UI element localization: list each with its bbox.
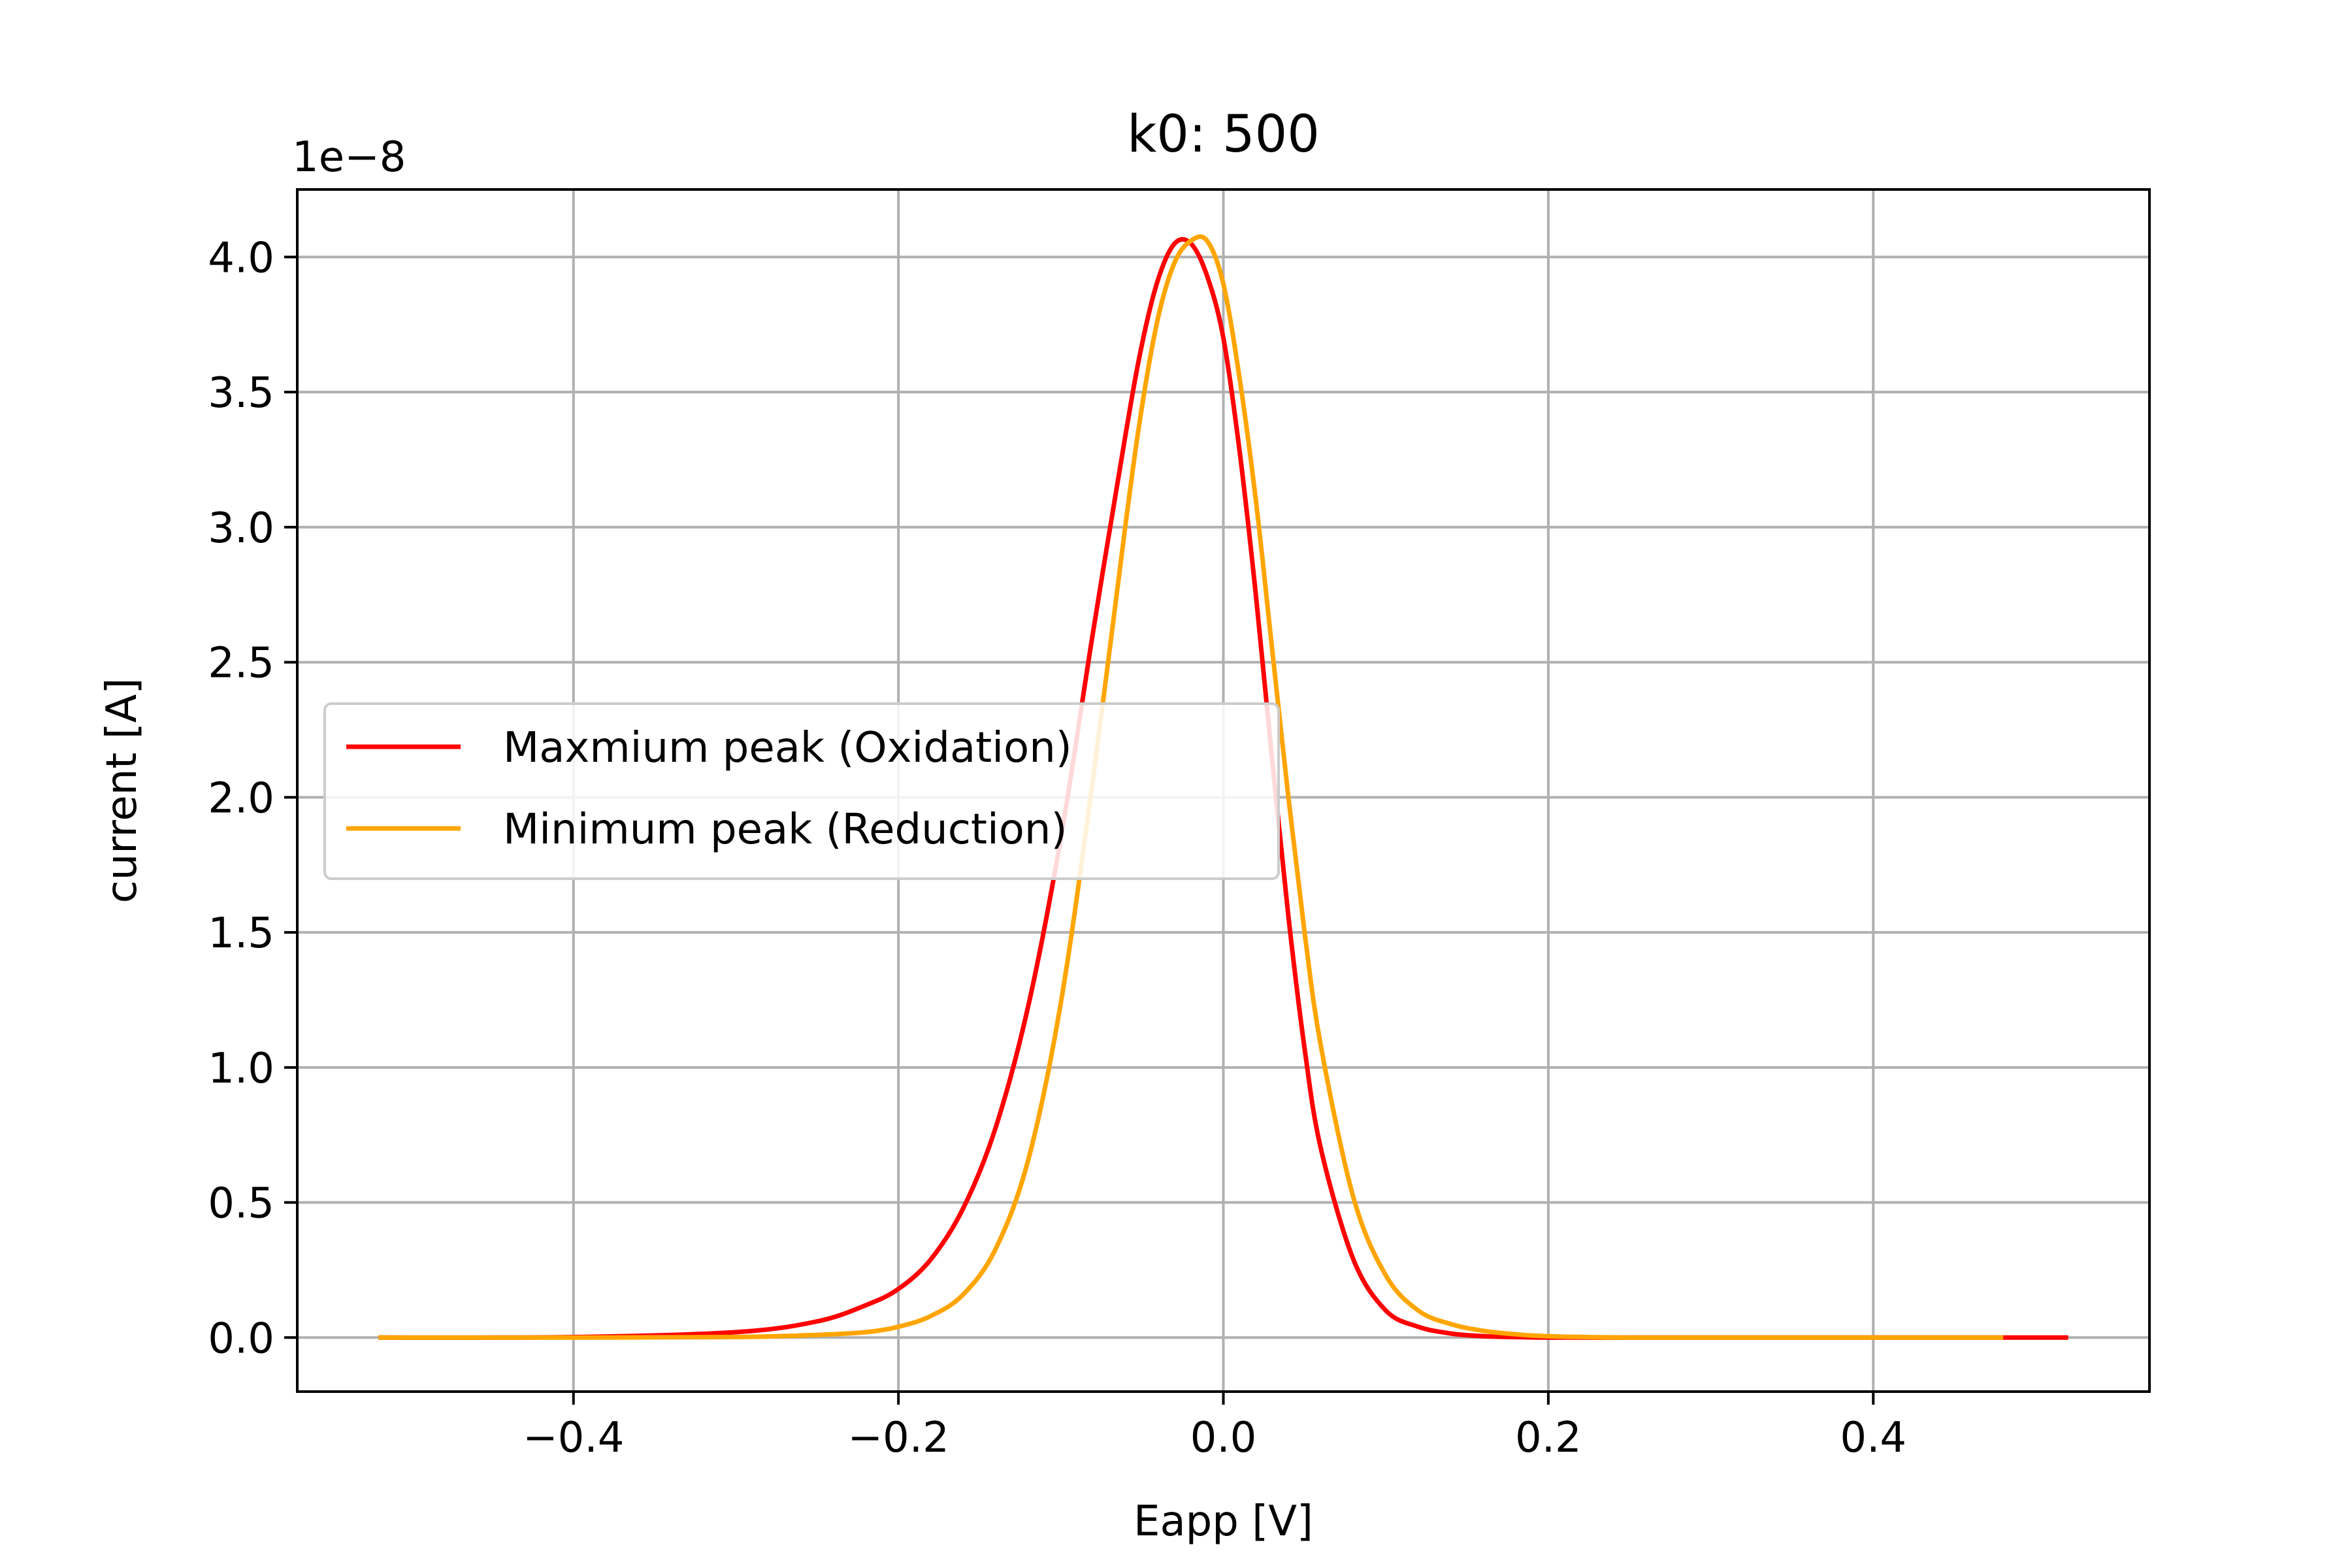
chart-title: k0: 500 <box>1127 105 1320 164</box>
y-tick-label: 2.5 <box>208 640 274 688</box>
x-tick-label: 0.4 <box>1840 1414 1906 1462</box>
legend: Maxmium peak (Oxidation) Minimum peak (R… <box>323 702 1280 880</box>
y-tick-label: 3.0 <box>208 504 274 553</box>
y-axis-label: current [A] <box>98 678 146 904</box>
series-reduction-line <box>378 234 2004 1340</box>
y-tick-label: 0.0 <box>208 1315 274 1363</box>
x-tick-label: 0.2 <box>1515 1414 1582 1462</box>
y-tick-label: 1.5 <box>208 909 274 958</box>
y-tick-label: 4.0 <box>208 234 274 282</box>
x-tick-label: −0.4 <box>523 1414 624 1462</box>
y-tick-label: 1.0 <box>208 1045 274 1093</box>
legend-entry-reduction: Minimum peak (Reduction) <box>503 806 1067 854</box>
y-tick-label: 0.5 <box>208 1180 274 1228</box>
y-axis-ticks: 0.0 0.5 1.0 1.5 2.0 2.5 3.0 3.5 4.0 <box>208 234 297 1363</box>
x-axis-label: Eapp [V] <box>1134 1497 1313 1546</box>
series-layer <box>378 234 2068 1340</box>
y-axis-offset-text: 1e−8 <box>292 133 406 182</box>
series-oxidation-line <box>378 237 2068 1340</box>
y-tick-label: 2.0 <box>208 774 274 823</box>
x-tick-label: −0.2 <box>847 1414 949 1462</box>
legend-entry-oxidation: Maxmium peak (Oxidation) <box>503 724 1072 772</box>
y-tick-label: 3.5 <box>208 369 274 417</box>
x-tick-label: 0.0 <box>1190 1414 1257 1462</box>
x-axis-ticks: −0.4 −0.2 0.0 0.2 0.4 <box>523 1392 1906 1462</box>
legend-box <box>323 702 1280 880</box>
